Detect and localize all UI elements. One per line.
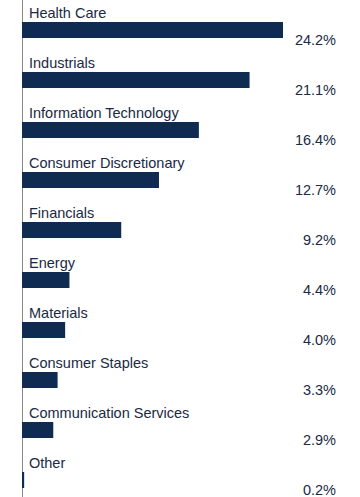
bar — [22, 172, 159, 188]
bar — [22, 322, 65, 338]
category-label: Industrials — [29, 55, 95, 71]
category-label: Materials — [29, 305, 88, 321]
category-label: Health Care — [29, 5, 106, 21]
bar — [22, 72, 250, 88]
category-label: Communication Services — [29, 405, 189, 421]
category-label: Other — [29, 455, 65, 471]
bar — [22, 222, 121, 238]
category-label: Consumer Discretionary — [29, 155, 185, 171]
data-label: 9.2% — [303, 232, 336, 248]
bar — [22, 22, 283, 38]
chart: Health Care Industrials Information Techno… — [0, 0, 360, 497]
category-label: Information Technology — [29, 105, 179, 121]
data-label: 2.9% — [303, 432, 336, 448]
category-label: Consumer Staples — [29, 355, 148, 371]
data-label: 12.7% — [295, 182, 336, 198]
category-labels: Health Care Industrials Information Techno… — [29, 5, 189, 471]
data-labels: 24.2% 21.1% 16.4% 12.7% 9.2% 4.4% 4.0% 3.3% 2.9%… — [295, 32, 336, 497]
bar — [22, 272, 69, 288]
category-label: Financials — [29, 205, 94, 221]
bar — [22, 122, 199, 138]
data-label: 3.3% — [303, 382, 336, 398]
bars — [22, 22, 283, 488]
data-label: 21.1% — [295, 82, 336, 98]
data-label: 16.4% — [295, 132, 336, 148]
data-label: 24.2% — [295, 32, 336, 48]
bar — [22, 472, 24, 488]
data-label: 4.4% — [303, 282, 336, 298]
data-label: 0.2% — [303, 482, 336, 497]
bar — [22, 422, 53, 438]
data-label: 4.0% — [303, 332, 336, 348]
category-label: Energy — [29, 255, 76, 271]
bar — [22, 372, 58, 388]
